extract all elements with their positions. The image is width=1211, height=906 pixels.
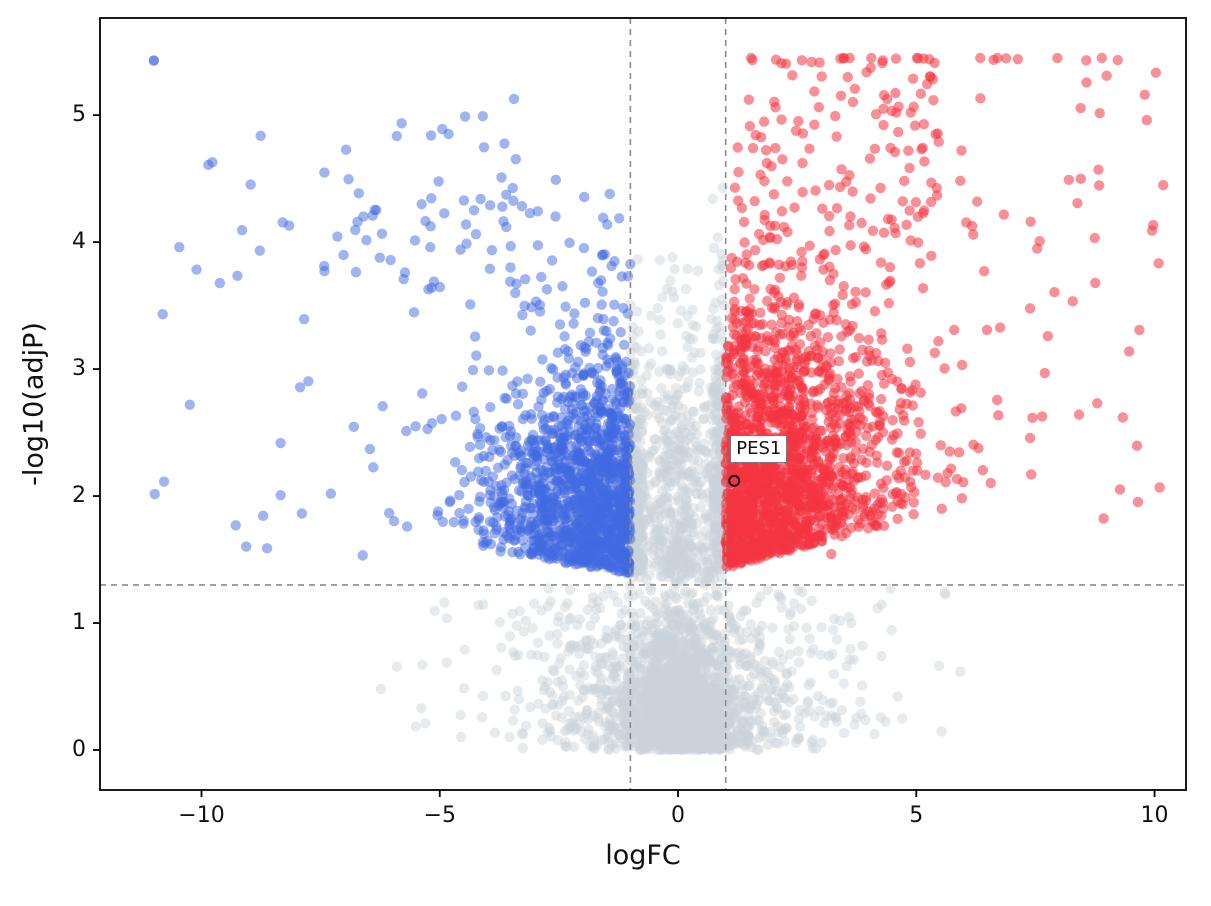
volcano-plot: logFC -log10(adjP) PES1 −10 −5 0 5 10 0 1 2 3 4 5 xyxy=(0,0,1211,906)
scatter-canvas xyxy=(0,0,1211,906)
